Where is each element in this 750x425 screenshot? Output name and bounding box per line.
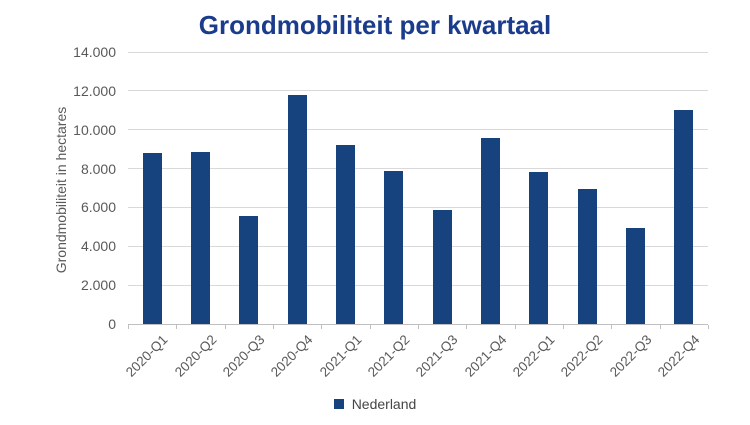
y-tick-label: 6.000 xyxy=(80,199,116,216)
y-tick-label: 8.000 xyxy=(80,160,116,177)
axis-tick xyxy=(515,325,516,329)
axis-tick xyxy=(466,325,467,329)
bar-2022-Q3 xyxy=(626,227,645,324)
axis-tick xyxy=(225,325,226,329)
bar-2022-Q1 xyxy=(529,172,549,324)
gridline xyxy=(128,168,708,170)
legend-swatch-nederland xyxy=(333,399,344,409)
axis-tick xyxy=(611,325,612,329)
gridline xyxy=(128,129,708,131)
y-axis-title: Grondmobiliteit in hectares xyxy=(53,106,69,274)
bar-2021-Q3 xyxy=(432,210,452,324)
axis-tick xyxy=(660,325,661,329)
chart-title: Grondmobiliteit per kwartaal xyxy=(198,10,552,40)
axis-tick xyxy=(273,325,274,329)
bar-2022-Q2 xyxy=(577,188,597,324)
axis-tick xyxy=(321,325,322,329)
y-tick-label: 4.000 xyxy=(80,238,116,255)
plot-area xyxy=(128,51,709,329)
gridline xyxy=(128,284,708,286)
bar-2021-Q1 xyxy=(336,145,355,324)
bar-2022-Q4 xyxy=(674,110,694,324)
bar-2021-Q2 xyxy=(384,170,404,324)
bar-2020-Q2 xyxy=(191,152,210,324)
gridline xyxy=(128,245,708,247)
x-axis-line xyxy=(128,324,708,325)
y-tick-label: 12.000 xyxy=(73,82,116,99)
legend: Nederland xyxy=(0,394,750,414)
gridline xyxy=(128,51,708,53)
bar-2020-Q4 xyxy=(287,94,307,324)
gridline xyxy=(128,90,708,92)
gridline xyxy=(128,206,708,208)
bar-2020-Q1 xyxy=(142,153,162,324)
y-tick-label: 2.000 xyxy=(80,277,116,294)
y-tick-label: 0 xyxy=(108,316,116,332)
axis-tick xyxy=(128,325,129,329)
y-tick-label: 14.000 xyxy=(73,44,116,60)
axis-tick xyxy=(418,325,419,329)
axis-tick xyxy=(370,325,371,329)
axis-tick xyxy=(563,325,564,329)
bar-2021-Q4 xyxy=(481,137,500,324)
legend-label: Nederland xyxy=(351,396,417,412)
bar-2020-Q3 xyxy=(239,216,259,324)
axis-tick xyxy=(708,325,709,329)
y-tick-label: 10.000 xyxy=(73,121,116,138)
axis-tick xyxy=(176,325,177,329)
